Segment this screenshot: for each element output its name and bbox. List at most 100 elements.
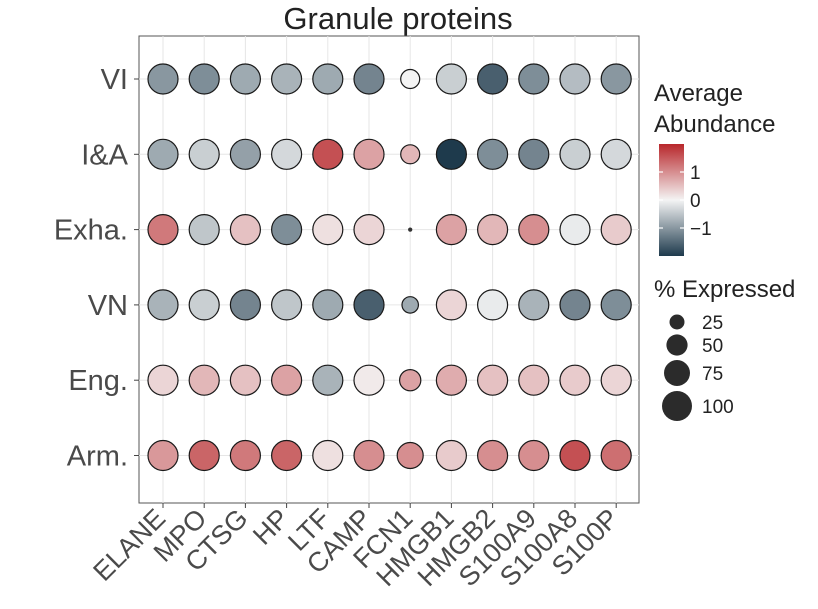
plot-panel <box>138 35 640 504</box>
dot <box>312 214 344 246</box>
dot <box>188 289 220 321</box>
dot <box>518 364 550 396</box>
dot <box>271 138 303 170</box>
dot-layer <box>147 63 632 472</box>
grid-lines <box>139 36 639 503</box>
dot <box>353 439 385 472</box>
dot <box>147 138 179 170</box>
dot <box>518 138 550 170</box>
dot <box>477 138 509 170</box>
dot <box>477 439 509 472</box>
dot <box>271 289 303 321</box>
y-tick-label: Eng. <box>68 365 128 397</box>
dot <box>353 364 385 396</box>
dot <box>600 63 632 95</box>
dot <box>477 289 509 321</box>
dot <box>271 63 303 95</box>
dot <box>147 289 179 321</box>
dot <box>312 439 344 472</box>
dot <box>312 289 344 321</box>
dot <box>147 439 179 472</box>
dot <box>353 214 385 246</box>
dot <box>400 68 421 90</box>
dot <box>271 214 303 246</box>
dot <box>435 63 467 95</box>
dot <box>229 138 261 170</box>
dot <box>147 364 179 396</box>
dot <box>600 289 632 321</box>
dot <box>396 441 424 470</box>
dot <box>518 289 550 321</box>
dot <box>271 364 303 396</box>
size-legend-label: 100 <box>702 397 734 418</box>
color-bar-tick-label: −1 <box>690 219 712 240</box>
dot <box>518 214 550 246</box>
dot <box>435 439 467 472</box>
dot <box>600 364 632 396</box>
color-bar-tick-label: 0 <box>690 191 701 212</box>
y-tick-labels: VI I&A Exha. VN Eng. Arm. <box>54 64 139 473</box>
dot <box>229 289 261 321</box>
chart-title: Granule proteins <box>283 1 512 36</box>
dot <box>353 63 385 95</box>
color-legend-title-line2: Abundance <box>654 111 775 138</box>
dot <box>559 138 591 170</box>
y-tick-label: VN <box>88 290 128 322</box>
dot <box>229 439 261 472</box>
dot <box>188 439 220 472</box>
dot <box>435 364 467 396</box>
dot <box>477 63 509 95</box>
dot <box>188 364 220 396</box>
dot <box>353 138 385 170</box>
size-legend-label: 25 <box>702 313 723 334</box>
dot <box>188 214 220 246</box>
dot <box>401 296 420 314</box>
dot <box>559 214 591 246</box>
color-bar <box>659 144 684 256</box>
dot <box>559 63 591 95</box>
dot <box>559 364 591 396</box>
dot <box>188 63 220 95</box>
dot <box>477 214 509 246</box>
color-bar-tick-label: 1 <box>690 163 701 184</box>
dot <box>353 289 385 321</box>
dot <box>312 63 344 95</box>
dot <box>435 214 467 246</box>
dot <box>147 63 179 95</box>
dot <box>600 214 632 246</box>
size-legend-dot <box>666 334 688 356</box>
dot <box>400 144 421 165</box>
y-tick-label: I&A <box>81 139 128 171</box>
dot <box>147 214 179 246</box>
size-legend-label: 50 <box>702 336 723 357</box>
dot <box>229 364 261 396</box>
size-legend-dot <box>662 391 692 421</box>
dot <box>559 439 591 472</box>
dot <box>312 138 344 170</box>
dot <box>229 63 261 95</box>
dot <box>477 364 509 396</box>
dot <box>518 439 550 472</box>
y-tick-label: VI <box>101 64 128 96</box>
y-tick-label: Exha. <box>54 215 128 247</box>
dot <box>271 439 303 472</box>
dot <box>518 63 550 95</box>
dot <box>229 214 261 246</box>
dot <box>600 439 632 472</box>
y-tick-label: Arm. <box>67 441 128 473</box>
size-legend-title: % Expressed <box>654 276 795 303</box>
color-legend: Average Abundance 1 0 −1 <box>654 80 775 256</box>
dot <box>435 289 467 321</box>
size-legend-dot <box>669 314 685 330</box>
size-legend-dot <box>664 360 690 386</box>
dot <box>312 364 344 396</box>
dot <box>435 138 467 170</box>
color-legend-title-line1: Average <box>654 80 743 107</box>
dot <box>600 138 632 170</box>
size-legend-label: 75 <box>702 364 723 385</box>
dot <box>408 227 413 232</box>
dot <box>188 138 220 170</box>
dot <box>559 289 591 321</box>
